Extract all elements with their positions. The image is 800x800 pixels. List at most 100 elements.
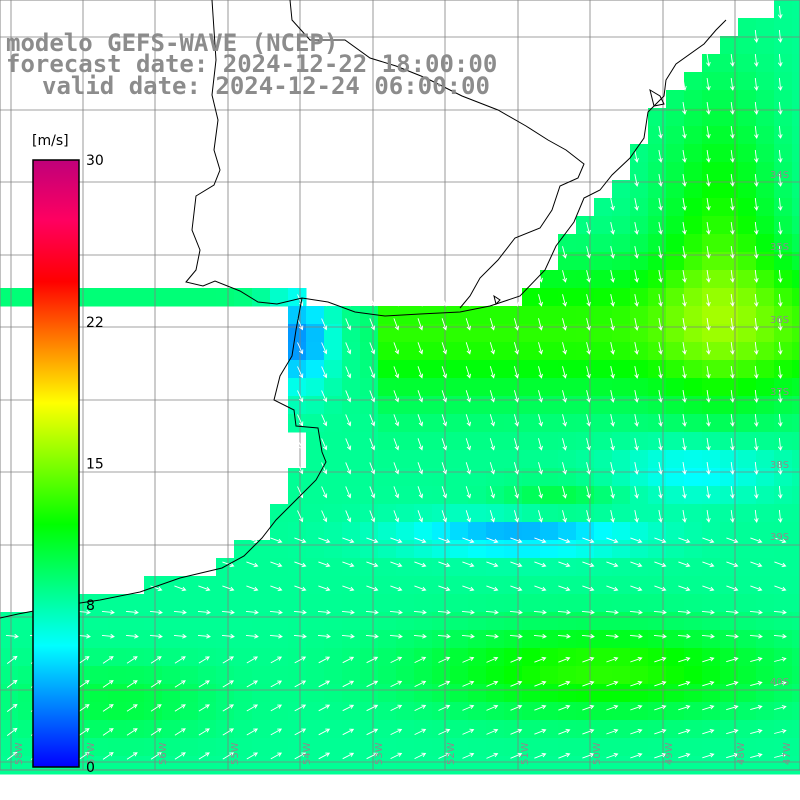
wind-cell <box>684 450 703 469</box>
wind-cell <box>756 270 775 289</box>
wind-cell <box>378 306 397 325</box>
wind-arrow <box>78 656 90 664</box>
wind-cell <box>702 684 721 703</box>
wind-arrow <box>730 318 735 331</box>
wind-arrow <box>754 413 759 427</box>
wind-arrow <box>417 390 424 403</box>
wind-cell <box>198 288 217 307</box>
wind-cell <box>576 504 595 523</box>
wind-cell <box>738 270 757 289</box>
wind-cell <box>180 612 199 631</box>
wind-arrow <box>321 294 328 307</box>
wind-arrow <box>102 656 114 664</box>
wind-cell <box>450 720 469 739</box>
wind-cell <box>540 450 559 469</box>
wind-cell <box>648 162 667 181</box>
wind-arrow <box>706 150 711 163</box>
wind-cell <box>738 90 757 109</box>
wind-cell <box>738 162 757 181</box>
wind-cell <box>342 738 361 757</box>
wind-arrow <box>270 561 283 568</box>
wind-cell <box>378 450 397 469</box>
wind-cell <box>774 414 793 433</box>
wind-cell <box>648 342 667 361</box>
wind-arrow <box>294 561 307 568</box>
wind-arrow <box>437 609 451 615</box>
wind-arrow <box>606 680 619 687</box>
wind-cell <box>702 432 721 451</box>
wind-cell <box>342 342 361 361</box>
wind-cell <box>630 738 649 757</box>
wind-cell <box>450 684 469 703</box>
wind-arrow <box>562 366 567 379</box>
wind-cell <box>558 270 577 289</box>
wind-cell <box>522 684 541 703</box>
wind-cell <box>612 630 631 649</box>
wind-cell <box>342 486 361 505</box>
wind-cell <box>792 684 800 703</box>
wind-cell <box>648 270 667 289</box>
wind-arrow <box>658 486 663 499</box>
wind-arrow <box>562 246 567 259</box>
wind-cell <box>648 396 667 415</box>
wind-cell <box>558 666 577 685</box>
wind-cell <box>486 558 505 577</box>
wind-arrow <box>682 294 687 307</box>
wind-cell <box>684 522 703 541</box>
wind-arrow <box>341 609 355 615</box>
wind-cell <box>576 378 595 397</box>
wind-cell <box>198 612 217 631</box>
wind-cell <box>306 540 325 559</box>
wind-arrow <box>489 510 496 523</box>
wind-cell <box>378 414 397 433</box>
wind-cell <box>234 540 253 559</box>
wind-cell <box>774 306 793 325</box>
wind-arrow <box>634 150 639 163</box>
wind-cell <box>702 666 721 685</box>
wind-arrow <box>465 366 472 379</box>
wind-cell <box>414 702 433 721</box>
wind-cell <box>522 612 541 631</box>
wind-arrow <box>510 537 523 544</box>
wind-arrow <box>677 609 691 615</box>
wind-cell <box>396 576 415 595</box>
wind-arrow <box>777 509 783 523</box>
wind-arrow <box>730 54 735 67</box>
wind-cell <box>324 504 343 523</box>
wind-cell <box>378 702 397 721</box>
wind-cell <box>666 414 685 433</box>
wind-cell <box>288 630 307 649</box>
latitude-label: 34S <box>770 170 789 181</box>
wind-arrow <box>417 342 424 355</box>
wind-arrow <box>489 414 496 427</box>
wind-arrow <box>393 318 400 331</box>
wind-cell <box>612 594 631 613</box>
wind-cell <box>396 594 415 613</box>
wind-arrow <box>462 704 475 711</box>
wind-arrow <box>586 270 591 283</box>
wind-arrow <box>682 174 687 187</box>
wind-arrow <box>510 585 523 592</box>
wind-cell <box>576 450 595 469</box>
wind-arrow <box>754 125 759 139</box>
wind-arrow <box>702 728 715 735</box>
wind-cell <box>684 486 703 505</box>
wind-arrow <box>562 342 567 355</box>
wind-cell <box>594 270 613 289</box>
wind-arrow <box>702 585 715 592</box>
wind-cell <box>612 738 631 757</box>
wind-arrow <box>221 609 235 615</box>
wind-arrow <box>730 342 735 355</box>
wind-arrow <box>606 561 619 568</box>
wind-cell <box>252 558 271 577</box>
wind-arrow <box>629 609 643 615</box>
wind-cell <box>504 360 523 379</box>
wind-cell <box>648 666 667 685</box>
wind-arrow <box>634 462 639 475</box>
wind-arrow <box>174 585 187 592</box>
wind-cell <box>792 702 800 721</box>
wind-arrow <box>293 609 307 615</box>
wind-cell <box>90 738 109 757</box>
wind-arrow <box>726 681 739 687</box>
